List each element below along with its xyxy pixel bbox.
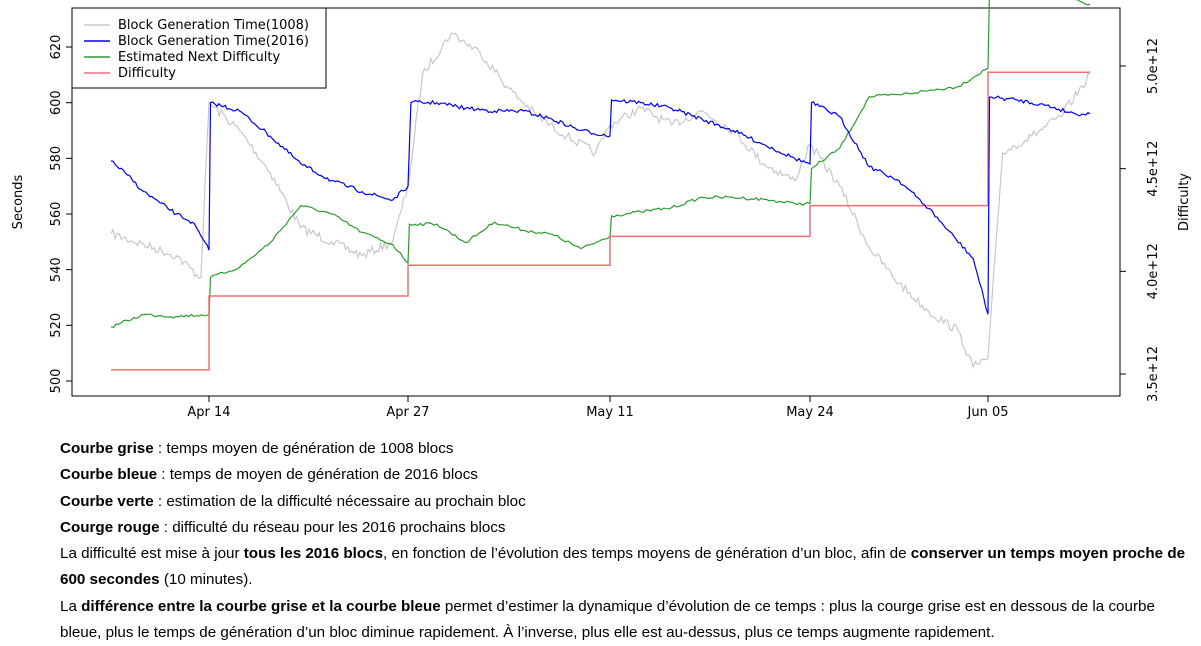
caption-bold-text: Courbe grise [60,440,154,457]
caption-text: La difficulté est mise à jour [60,545,244,563]
caption-paragraph: Courbe grise : temps moyen de génération… [60,436,1195,462]
x-tick-label: May 24 [786,405,834,420]
caption-text: : temps de moyen de génération de 2016 b… [157,466,478,484]
caption-bold-text: tous les 2016 blocs [243,545,384,563]
caption-paragraph: Courbe verte : estimation de la difficul… [60,489,1195,515]
y-left-tick-label: 560 [49,202,64,227]
y-axis-right-title: Difficulty [1177,173,1192,231]
chart: Apr 14 Apr 27 May 11 May 24 Jun 05 500 520 540 5… [11,0,1192,420]
axes-layer: Apr 14 Apr 27 May 11 May 24 Jun 05 500 520 540 5… [49,35,1161,420]
caption-paragraph: La différence entre la courbe grise et l… [60,594,1195,646]
y-right-tick-label: 3.5e+12 [1146,346,1161,402]
y-left-tick-label: 580 [49,146,64,171]
caption-bold-text: conserver un temps moyen proche de 600 s… [60,545,1186,589]
y-left-tick-label: 500 [49,369,64,394]
x-tick-label: May 11 [586,405,634,420]
caption-paragraph: La difficulté est mise à jour tous les 2… [60,541,1195,594]
caption-bold-text: Courbe verte [60,492,154,510]
caption-paragraph: Courbe bleue : temps de moyen de générat… [60,462,1195,488]
legend-box [71,7,327,89]
series-line-estimated-difficulty [110,0,1091,328]
y-right-tick-label: 4.5e+12 [1146,141,1161,197]
series-line-2016 [111,95,1091,315]
caption-bold-text: Courge rouge [60,518,160,536]
y-left-tick-label: 520 [49,313,64,338]
plot-area [71,7,1121,397]
caption-text: : temps moyen de génération de 1008 bloc… [153,440,454,457]
legend-label-blue: Block Generation Time(2016) [118,34,309,49]
y-left-tick-label: 540 [49,257,64,282]
caption-text: : difficulté du réseau pour les 2016 pro… [159,518,506,536]
caption-bold-text: différence entre la courbe grise et la c… [81,597,441,615]
legend-label-gray: Block Generation Time(1008) [118,18,309,33]
caption-text: , en fonction de l’évolution des temps m… [383,545,911,563]
caption-bold-text: Courbe bleue [60,466,158,484]
y-right-tick-label: 4.0e+12 [1146,243,1161,299]
caption-paragraph: Courge rouge : difficulté du réseau pour… [60,515,1195,541]
legend-label-green: Estimated Next Difficulty [118,50,281,65]
x-tick-label: Apr 27 [386,405,429,420]
legend: Block Generation Time(1008) Block Genera… [71,7,327,89]
x-tick-label: Jun 05 [967,405,1009,420]
caption-text: permet d’estimer la dynamique d’évolutio… [60,597,1155,642]
caption-text: : estimation de la difficulté nécessaire… [153,492,526,510]
series-layer [110,0,1091,371]
y-axis-left-title: Seconds [11,174,26,229]
x-tick-label: Apr 14 [187,405,230,420]
series-line-1008 [110,32,1091,369]
caption-text: (10 minutes). [159,571,253,589]
y-right-tick-label: 5.0e+12 [1146,38,1161,94]
legend-label-red: Difficulty [118,66,176,81]
y-left-tick-label: 620 [49,35,64,60]
caption: Courbe grise : temps moyen de génération… [60,436,1195,646]
y-left-tick-label: 600 [49,90,64,115]
series-line-difficulty [111,71,1090,371]
caption-text: La [60,597,82,615]
